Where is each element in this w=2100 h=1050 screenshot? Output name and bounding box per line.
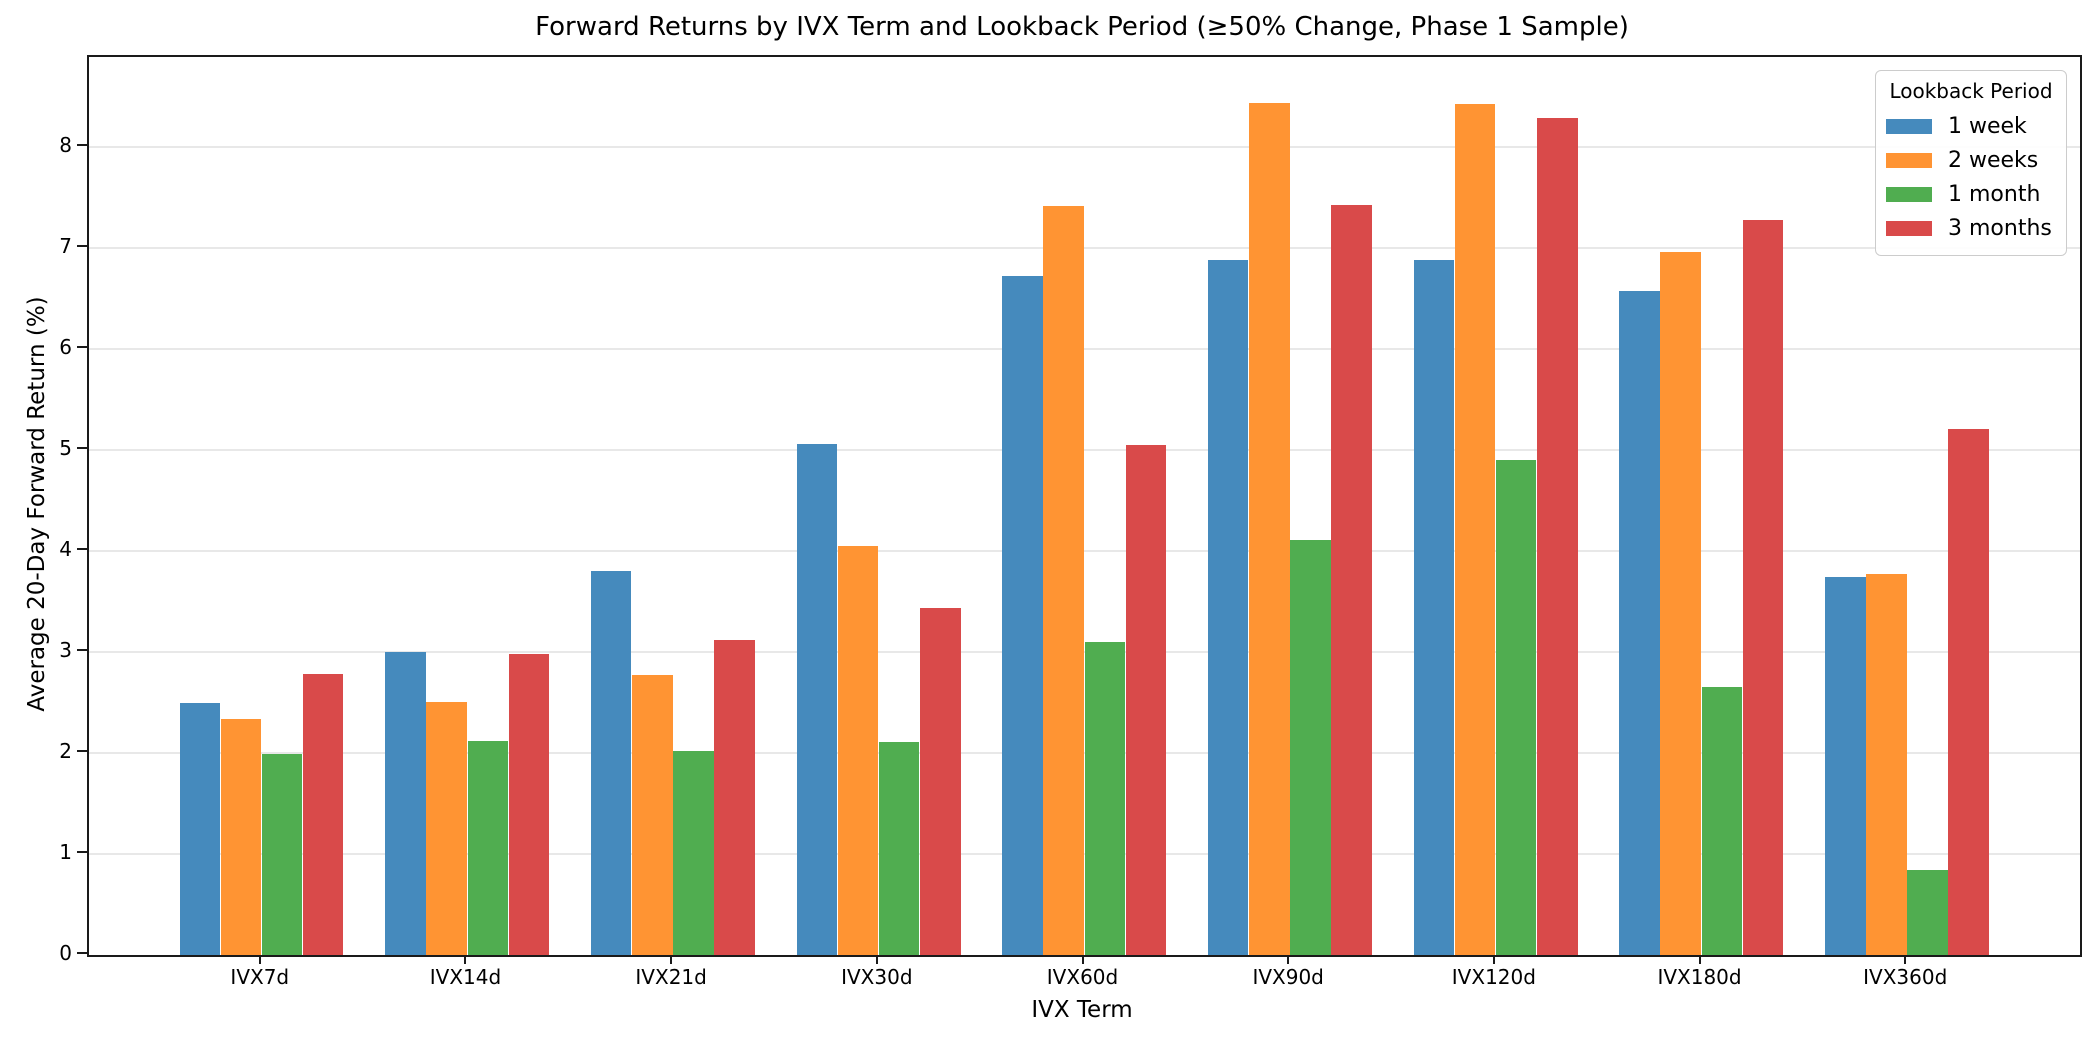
y-tick-label: 5: [59, 435, 72, 460]
y-tick-mark: [77, 143, 87, 146]
bar-IVX60d-1-month: [1084, 641, 1126, 955]
bar-IVX14d-1-month: [467, 740, 509, 955]
bar-IVX120d-1-week: [1413, 260, 1455, 955]
y-tick-mark: [77, 749, 87, 752]
y-tick-mark: [77, 244, 87, 247]
bar-IVX360d-1-month: [1907, 870, 1948, 955]
x-tick-mark: [1492, 955, 1495, 964]
y-tick-label: 8: [59, 132, 72, 157]
y-gridline: [89, 347, 2080, 350]
bar-IVX21d-3-months: [714, 639, 755, 955]
legend-row: 1 week: [1886, 109, 2056, 143]
y-tick-mark: [77, 850, 87, 853]
x-tick-mark: [670, 955, 673, 964]
y-tick-label: 3: [59, 637, 72, 662]
legend-swatch-icon: [1886, 152, 1932, 168]
bar-IVX90d-1-week: [1207, 260, 1249, 955]
chart-title: Forward Returns by IVX Term and Lookback…: [535, 12, 1629, 42]
x-tick-label: IVX120d: [1451, 965, 1536, 989]
x-axis-label: IVX Term: [1031, 997, 1133, 1023]
x-tick-mark: [1904, 955, 1907, 964]
legend-swatch-icon: [1886, 118, 1932, 134]
bar-IVX90d-1-month: [1290, 539, 1331, 955]
bar-IVX120d-3-months: [1537, 117, 1578, 955]
bar-IVX21d-1-month: [673, 751, 714, 955]
bar-IVX14d-1-week: [385, 652, 426, 955]
y-tick-label: 0: [59, 941, 72, 965]
legend-row: 1 month: [1886, 177, 2056, 211]
bar-IVX21d-2-weeks: [632, 675, 673, 955]
x-tick-mark: [875, 955, 878, 964]
y-gridline: [89, 246, 2080, 249]
legend-label: 1 month: [1948, 181, 2041, 207]
x-tick-label: IVX360d: [1863, 965, 1948, 989]
x-tick-label: IVX180d: [1657, 965, 1742, 989]
x-tick-mark: [1287, 955, 1290, 964]
y-gridline: [89, 145, 2080, 148]
bar-IVX30d-1-month: [878, 741, 920, 955]
y-tick-label: 1: [59, 839, 72, 864]
bar-IVX21d-1-week: [590, 571, 632, 955]
bar-IVX90d-3-months: [1331, 204, 1372, 955]
legend-label: 2 weeks: [1948, 147, 2039, 173]
y-tick-mark: [77, 648, 87, 651]
x-tick-label: IVX90d: [1252, 965, 1324, 989]
legend-label: 1 week: [1948, 113, 2027, 139]
x-tick-label: IVX7d: [230, 965, 290, 989]
bar-IVX120d-1-month: [1495, 460, 1537, 955]
legend-label: 3 months: [1948, 215, 2052, 241]
x-tick-label: IVX30d: [841, 965, 913, 989]
bar-IVX14d-2-weeks: [426, 701, 467, 955]
bar-IVX60d-3-months: [1125, 444, 1167, 955]
x-tick-label: IVX14d: [429, 965, 502, 989]
bar-IVX30d-2-weeks: [837, 545, 879, 955]
x-tick-mark: [464, 955, 467, 964]
bar-IVX90d-2-weeks: [1249, 102, 1290, 955]
bar-IVX180d-1-month: [1701, 687, 1743, 955]
x-tick-label: IVX60d: [1046, 965, 1119, 989]
bar-IVX7d-1-month: [261, 754, 303, 955]
legend-swatch-icon: [1886, 220, 1932, 236]
legend-row: 2 weeks: [1886, 143, 2056, 177]
bar-IVX60d-1-week: [1002, 276, 1043, 955]
legend-row: 3 months: [1886, 211, 2056, 245]
y-tick-label: 2: [59, 738, 72, 763]
x-tick-label: IVX21d: [635, 965, 707, 989]
x-tick-mark: [1698, 955, 1701, 964]
bar-IVX60d-2-weeks: [1043, 205, 1084, 955]
bar-IVX14d-3-months: [508, 654, 550, 955]
y-tick-label: 6: [59, 334, 72, 359]
bar-IVX7d-1-week: [179, 702, 221, 955]
y-tick-label: 4: [59, 536, 72, 561]
y-gridline: [89, 549, 2080, 552]
bar-IVX7d-2-weeks: [220, 718, 262, 955]
bar-IVX30d-3-months: [920, 607, 961, 955]
x-tick-mark: [258, 955, 261, 964]
legend-title: Lookback Period: [1889, 79, 2053, 103]
legend-rows: 1 week 2 weeks 1 month 3 months: [1886, 109, 2056, 245]
y-tick-mark: [77, 345, 87, 348]
bar-IVX360d-1-week: [1825, 577, 1866, 955]
y-gridline: [89, 448, 2080, 451]
bar-IVX180d-2-weeks: [1660, 252, 1701, 955]
legend-swatch-icon: [1886, 186, 1932, 202]
y-tick-label: 7: [59, 233, 72, 258]
bar-IVX180d-3-months: [1742, 219, 1784, 955]
bar-IVX360d-3-months: [1948, 428, 1989, 955]
plot-area: Lookback Period 1 week 2 weeks 1 month 3 mo…: [87, 55, 2082, 957]
x-tick-mark: [1081, 955, 1084, 964]
bar-IVX180d-1-week: [1619, 291, 1660, 955]
legend: Lookback Period 1 week 2 weeks 1 month 3 mo…: [1875, 70, 2067, 256]
y-tick-mark: [77, 547, 87, 550]
bar-IVX7d-3-months: [302, 674, 344, 955]
bar-IVX30d-1-week: [796, 443, 838, 955]
y-tick-mark: [77, 952, 87, 954]
bar-IVX360d-2-weeks: [1866, 574, 1907, 955]
y-tick-mark: [77, 446, 87, 449]
bar-IVX120d-2-weeks: [1454, 103, 1496, 955]
